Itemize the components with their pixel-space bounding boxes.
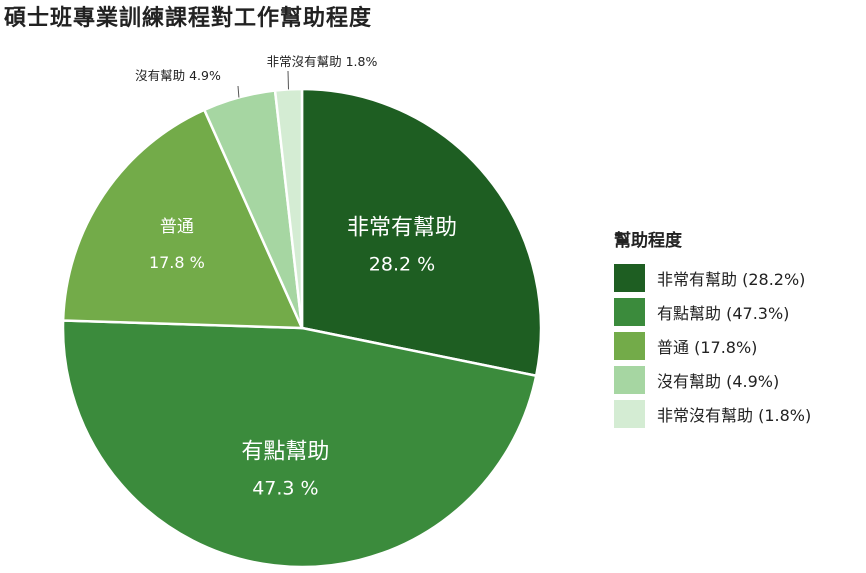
pie-slice-1 [300,87,543,377]
slice-name-label-3: 普通 [160,217,194,237]
slice-outer-label-4: 沒有幫助 4.9% [135,68,221,83]
legend-title: 幫助程度 [614,231,682,251]
legend-item-5: 非常沒有幫助 (1.8%) [614,397,811,431]
legend-item-1: 非常有幫助 (28.2%) [614,261,811,295]
slice-pct-label-3: 17.8 % [149,253,205,272]
slice-name-label-2: 有點幫助 [241,439,329,464]
legend-item-2: 有點幫助 (47.3%) [614,295,811,329]
legend: 幫助程度 非常有幫助 (28.2%) 有點幫助 (47.3%) 普通 (17.8%)… [614,226,811,431]
legend-swatch [614,298,645,326]
slice-outer-label-5: 非常沒有幫助 1.8% [267,54,378,69]
legend-label: 非常有幫助 (28.2%) [657,270,806,289]
chart-title: 碩士班專業訓練課程對工作幫助程度 [4,6,373,31]
pie-slice-2 [61,319,538,569]
legend-items: 非常有幫助 (28.2%) 有點幫助 (47.3%) 普通 (17.8%) 沒有幫助 … [614,261,811,431]
slice-pct-label-2: 47.3 % [252,477,318,499]
slice-pct-label-1: 28.2 % [369,253,435,275]
slice-name-label-1: 非常有幫助 [347,215,457,240]
legend-swatch [614,332,645,360]
leader-line-4 [237,85,240,98]
legend-item-4: 沒有幫助 (4.9%) [614,363,811,397]
legend-swatch [614,400,645,428]
legend-label: 有點幫助 (47.3%) [657,304,790,323]
legend-label: 普通 (17.8%) [657,338,758,357]
legend-label: 沒有幫助 (4.9%) [657,372,780,391]
pie-slice-3 [61,108,304,330]
legend-swatch [614,264,645,292]
leader-line-5 [287,70,289,90]
legend-swatch [614,366,645,394]
legend-label: 非常沒有幫助 (1.8%) [657,406,812,425]
legend-item-3: 普通 (17.8%) [614,329,811,363]
